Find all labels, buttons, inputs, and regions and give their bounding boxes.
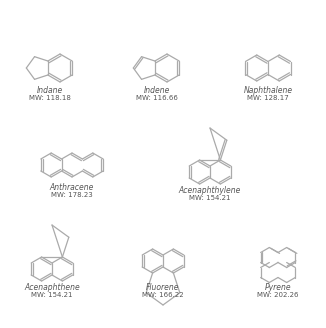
Text: Acenaphthylene: Acenaphthylene <box>179 186 241 195</box>
Text: MW: 202.26: MW: 202.26 <box>257 292 299 298</box>
Text: MW: 116.66: MW: 116.66 <box>136 95 178 101</box>
Text: Indene: Indene <box>144 86 170 95</box>
Text: MW: 128.17: MW: 128.17 <box>247 95 289 101</box>
Text: Naphthalene: Naphthalene <box>244 86 292 95</box>
Text: MW: 178.23: MW: 178.23 <box>51 192 93 198</box>
Text: MW: 154.21: MW: 154.21 <box>31 292 73 298</box>
Text: MW: 154.21: MW: 154.21 <box>189 195 231 201</box>
Text: Fluorene: Fluorene <box>146 283 180 292</box>
Text: Pyrene: Pyrene <box>265 283 291 292</box>
Text: Anthracene: Anthracene <box>50 183 94 192</box>
Text: Acenaphthene: Acenaphthene <box>24 283 80 292</box>
Text: Indane: Indane <box>37 86 63 95</box>
Text: MW: 118.18: MW: 118.18 <box>29 95 71 101</box>
Text: MW: 166.22: MW: 166.22 <box>142 292 184 298</box>
